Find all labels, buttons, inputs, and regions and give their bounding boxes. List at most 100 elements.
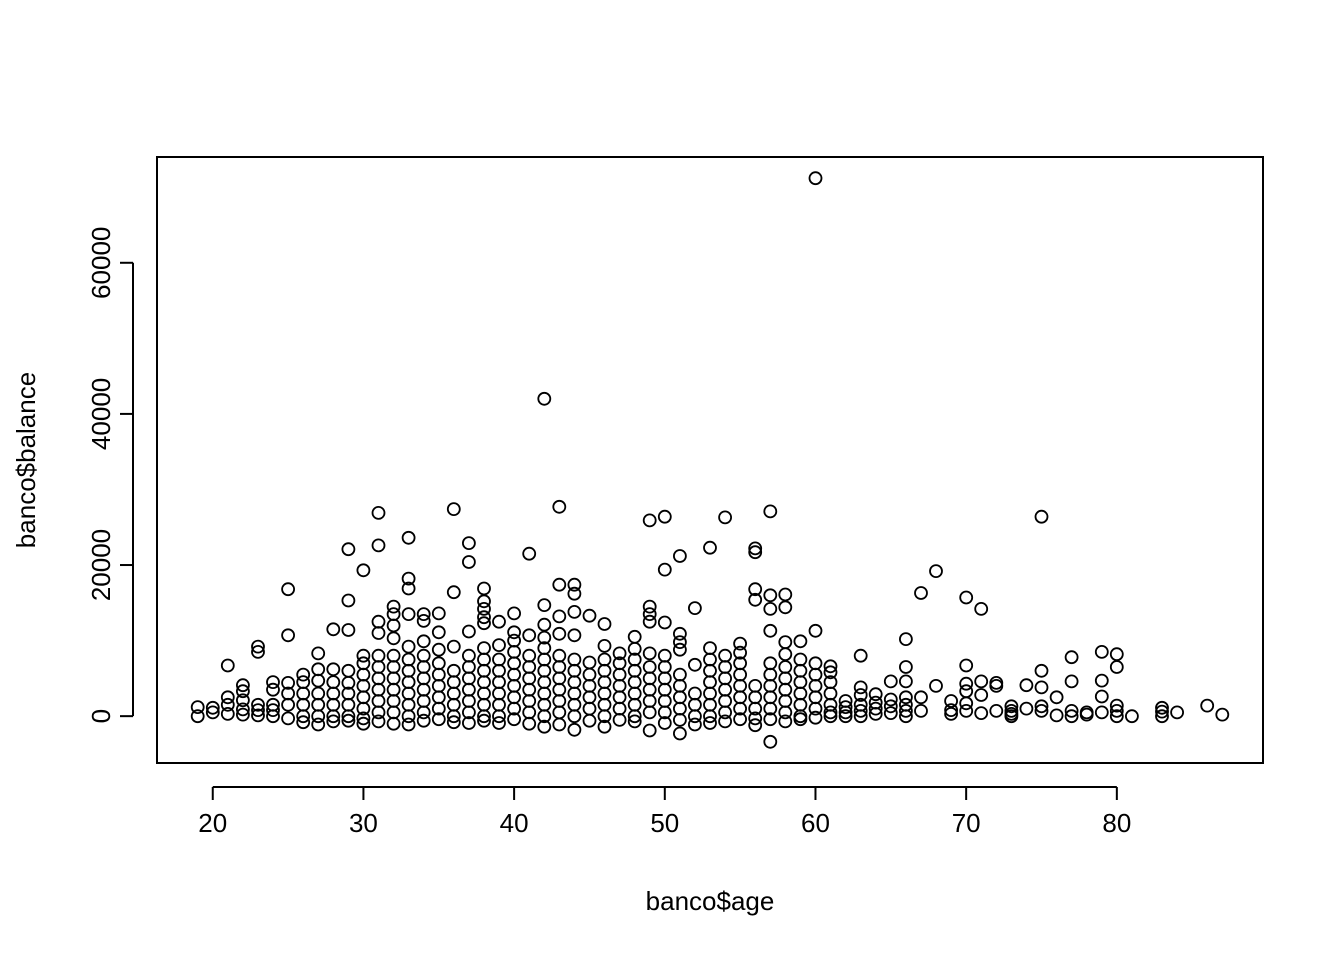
data-point	[492, 614, 506, 629]
data-point	[431, 690, 446, 705]
data-point	[808, 679, 823, 693]
data-point	[748, 711, 763, 726]
data-point	[281, 628, 296, 643]
y-axis: 0 20000 40000 60000	[86, 227, 134, 723]
data-point	[763, 712, 778, 727]
plot-box	[156, 156, 1264, 764]
data-point	[552, 694, 567, 708]
data-point	[371, 671, 386, 686]
x-tick-label: 40	[500, 808, 529, 838]
data-point	[401, 697, 416, 712]
data-point	[537, 391, 552, 406]
data-point	[657, 716, 672, 730]
data-point	[552, 648, 567, 663]
data-point	[311, 717, 326, 732]
data-point	[220, 697, 235, 712]
data-point	[1004, 709, 1019, 724]
data-point	[627, 686, 642, 701]
data-point	[793, 712, 808, 727]
data-point	[507, 690, 521, 705]
data-point	[341, 542, 356, 557]
data-point	[823, 659, 838, 674]
data-point	[673, 549, 687, 563]
data-point	[582, 655, 597, 670]
data-point	[748, 701, 763, 716]
data-point	[582, 679, 597, 693]
data-point	[416, 648, 431, 663]
data-point	[311, 662, 326, 677]
data-point	[492, 638, 506, 652]
data-point	[718, 671, 732, 686]
data-point	[1170, 705, 1184, 720]
data-point	[251, 697, 265, 712]
data-point	[718, 694, 732, 708]
data-point	[883, 674, 898, 689]
data-point	[235, 702, 250, 717]
data-point	[461, 660, 476, 674]
data-point	[703, 709, 717, 724]
data-point	[868, 701, 883, 716]
data-point	[703, 641, 717, 655]
data-point	[763, 667, 778, 682]
data-point	[386, 599, 401, 614]
data-point	[311, 673, 326, 688]
data-point	[808, 171, 823, 186]
data-point	[477, 581, 491, 596]
data-point	[416, 660, 431, 674]
data-point	[959, 676, 974, 691]
data-point	[431, 701, 446, 716]
data-point	[673, 635, 687, 649]
data-point	[477, 641, 491, 655]
data-point	[673, 701, 687, 716]
data-point	[582, 667, 597, 682]
data-point	[356, 563, 371, 578]
data-point	[1155, 704, 1169, 719]
data-point	[537, 719, 552, 734]
data-point	[341, 593, 356, 608]
data-point	[311, 697, 326, 712]
data-point	[461, 671, 476, 686]
data-point	[642, 723, 657, 738]
data-point	[823, 709, 838, 724]
data-point	[748, 592, 763, 607]
data-point	[326, 622, 341, 637]
y-tick-label: 40000	[86, 378, 116, 450]
data-point	[763, 701, 778, 716]
data-point	[477, 616, 491, 631]
data-point	[642, 513, 657, 528]
data-point	[356, 656, 371, 671]
data-point	[552, 717, 567, 732]
data-point	[281, 676, 296, 690]
data-point	[1109, 660, 1124, 674]
x-tick-label: 60	[801, 808, 830, 838]
data-point	[567, 686, 582, 701]
data-point	[190, 700, 205, 714]
data-point	[537, 630, 552, 645]
data-point	[612, 713, 627, 727]
data-point	[627, 697, 642, 712]
data-point	[808, 701, 823, 716]
data-point	[371, 682, 386, 697]
data-point	[386, 705, 401, 720]
data-point	[718, 705, 732, 720]
data-point	[763, 690, 778, 705]
data-point	[326, 675, 341, 689]
data-point	[251, 703, 265, 717]
data-point	[612, 679, 627, 693]
data-point	[657, 694, 672, 708]
data-point	[1034, 699, 1049, 714]
data-point	[612, 667, 627, 682]
x-tick-label: 80	[1102, 808, 1131, 838]
data-point	[778, 587, 793, 602]
data-point	[356, 711, 371, 726]
data-point	[778, 705, 793, 720]
data-point	[1049, 690, 1064, 705]
data-point	[326, 697, 341, 712]
data-point	[657, 705, 672, 720]
data-point	[356, 679, 371, 693]
data-point	[944, 694, 958, 708]
data-point	[793, 675, 808, 689]
data-point	[371, 648, 386, 663]
data-point	[401, 663, 416, 678]
